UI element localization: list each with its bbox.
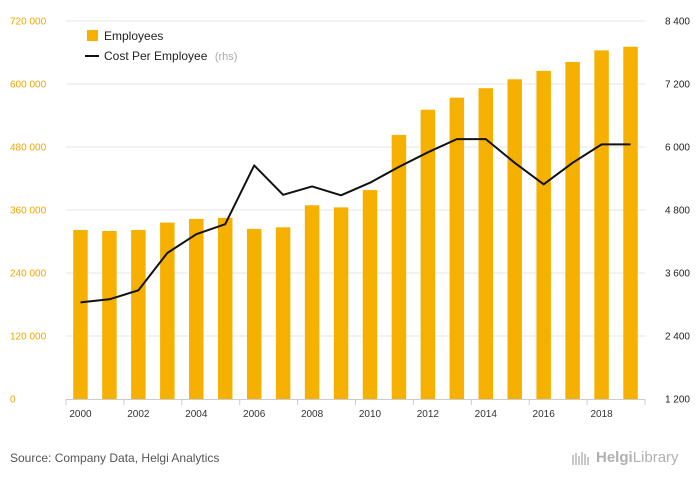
bar-employees-2016 [536,70,551,399]
bar-employees-2013 [449,97,465,400]
x-tick-label: 2012 [417,409,440,420]
legend-label-rhs-suffix: (rhs) [215,51,238,63]
right-tick-label: 2 400 [665,332,690,343]
x-axis-ticks: 2000 2002 2004 2006 2008 2010 2012 2014 2016 2018 [69,409,613,420]
bar-employees-2008 [304,205,320,399]
x-axis [65,399,646,405]
legend-label-cost-per-employee: Cost Per Employee (rhs) [104,47,237,64]
bar-employees-2000 [73,229,88,399]
bar-employees-2018 [594,50,609,400]
right-axis-ticks: 1 200 2 400 3 600 4 800 6 000 7 200 8 400 [665,17,690,406]
legend-label-employees: Employees [104,29,163,43]
bar-employees-2007 [275,227,291,399]
bar-employees-2009 [333,207,349,399]
bar-employees-2002 [131,229,146,399]
x-tick-label: 2008 [301,409,324,420]
right-tick-label: 8 400 [665,17,690,28]
legend-swatch-employees [87,30,98,41]
x-tick-label: 2016 [533,409,556,420]
chart: 0 120 000 240 000 360 000 480 000 600 000 720 … [10,17,690,421]
grid-lines [66,20,645,337]
x-tick-label: 2004 [185,409,208,420]
x-tick-label: 2018 [590,409,613,420]
left-tick-label: 480 000 [10,143,47,154]
left-tick-label: 360 000 [10,206,47,217]
source-note: Source: Company Data, Helgi Analytics [10,451,220,465]
right-tick-label: 3 600 [665,269,690,280]
bar-employees-2003 [160,222,175,399]
left-tick-label: 600 000 [10,80,47,91]
bar-employees-2004 [189,218,204,399]
bar-employees-2015 [507,79,522,400]
right-tick-label: 6 000 [665,143,690,154]
left-tick-label: 720 000 [10,17,47,28]
bar-employees-2011 [391,134,407,400]
x-tick-label: 2000 [69,409,92,420]
legend-label-cost-per-employee-name: Cost Per Employee [104,49,208,63]
brand-logo: Helgi Library [572,449,679,466]
x-tick-label: 2006 [243,409,266,420]
employees-bars [73,46,638,400]
bar-employees-2010 [362,190,378,399]
legend: Employees Cost Per Employee (rhs) [85,29,237,64]
brand-name-library: Library [632,449,679,466]
bar-employees-2017 [565,61,580,399]
library-icon [572,451,589,465]
bar-employees-2005 [217,217,233,399]
left-tick-label: 120 000 [10,332,47,343]
bar-employees-2001 [102,231,117,399]
cost-per-employee-line [80,138,631,304]
left-axis-ticks: 0 120 000 240 000 360 000 480 000 600 000 720 … [10,17,47,406]
x-tick-label: 2014 [475,409,498,420]
x-tick-label: 2002 [127,409,150,420]
left-tick-label: 240 000 [10,269,47,280]
right-tick-label: 4 800 [665,206,690,217]
bar-employees-2014 [478,88,494,399]
bar-employees-2006 [246,228,262,399]
right-tick-label: 1 200 [665,395,690,406]
x-tick-label: 2010 [359,409,382,420]
right-tick-label: 7 200 [665,80,690,91]
cost-per-employee-line-group [80,138,631,304]
left-tick-label: 0 [10,395,16,406]
brand-name-helgi: Helgi [596,449,633,466]
bar-employees-2019 [623,46,638,399]
bar-employees-2012 [420,109,436,399]
